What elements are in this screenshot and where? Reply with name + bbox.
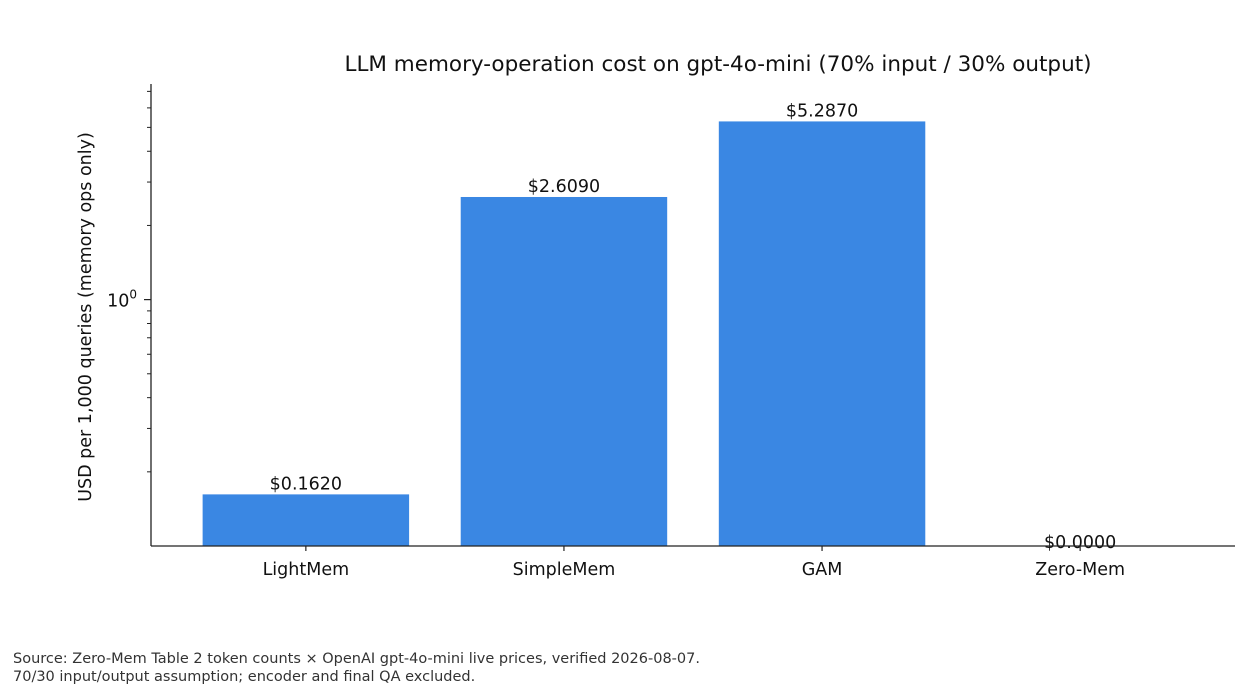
bar-simplemem <box>460 196 668 547</box>
footnote-source-line: Source: Zero-Mem Table 2 token counts × … <box>13 651 700 667</box>
x-tick-label-lightmem: LightMem <box>263 560 350 580</box>
x-tick-label-simplemem: SimpleMem <box>513 560 616 580</box>
bar-lightmem <box>202 494 410 546</box>
data-label-gam: $5.2870 <box>786 101 858 121</box>
x-tick-label-gam: GAM <box>802 560 843 580</box>
y-axis-label: USD per 1,000 queries (memory ops only) <box>76 132 96 502</box>
bar-chart-svg: LLM memory-operation cost on gpt-4o-mini… <box>76 52 1235 580</box>
chart-title: LLM memory-operation cost on gpt-4o-mini… <box>344 52 1091 77</box>
data-label-simplemem: $2.6090 <box>528 177 600 197</box>
x-tick-label-zero-mem: Zero-Mem <box>1035 560 1125 580</box>
bar-gam <box>718 121 926 547</box>
data-label-lightmem: $0.1620 <box>270 474 342 494</box>
footnote-assumption-line: 70/30 input/output assumption; encoder a… <box>13 669 476 685</box>
y-tick-label: 100 <box>107 288 137 312</box>
data-label-zero-mem: $0.0000 <box>1044 533 1116 553</box>
